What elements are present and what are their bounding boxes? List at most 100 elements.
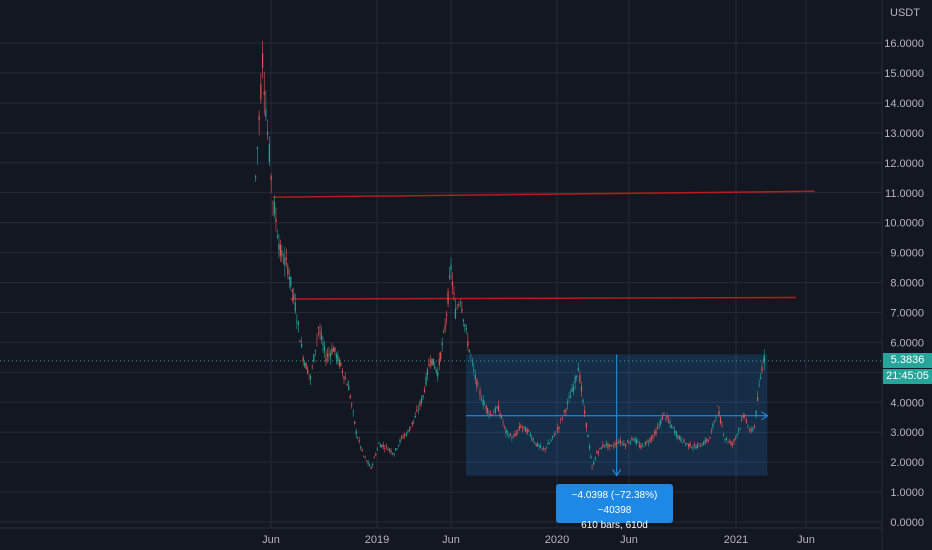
candle-body — [443, 331, 445, 333]
candle-body — [759, 377, 762, 379]
x-tick-label: Jun — [620, 534, 638, 546]
candle-body — [307, 368, 309, 374]
y-tick-label: 6.0000 — [890, 337, 924, 349]
candle-body — [537, 443, 539, 447]
current-price-label: 5.3836 — [883, 352, 932, 368]
candle-body — [547, 442, 549, 445]
unit-label[interactable]: USDT — [890, 7, 920, 19]
candle-body — [266, 131, 269, 135]
candle-body — [470, 355, 472, 356]
candle-body — [690, 447, 693, 448]
candle-body — [310, 376, 312, 379]
candle-body — [488, 413, 490, 415]
candle-body — [363, 455, 365, 457]
candle-body — [677, 435, 679, 438]
y-tick-label: 4.0000 — [890, 397, 924, 409]
candle-body — [331, 348, 333, 354]
candle-body — [335, 354, 337, 359]
candle-body — [704, 439, 706, 444]
x-tick-label: 2021 — [724, 534, 748, 546]
candle-body — [270, 175, 272, 181]
candle-body — [287, 266, 289, 275]
candle-body — [385, 445, 387, 447]
candle-body — [716, 405, 719, 407]
candle-body — [365, 460, 368, 462]
candle-body — [476, 379, 478, 388]
candle-body — [710, 430, 713, 432]
candle-body — [514, 433, 516, 436]
candle-body — [395, 448, 397, 451]
candle-body — [464, 324, 466, 327]
candle-body — [566, 401, 569, 405]
candle-body — [701, 445, 703, 447]
candle-body — [296, 320, 298, 323]
candle-body — [755, 410, 757, 416]
candle-body — [375, 453, 377, 456]
candle-body — [468, 349, 470, 353]
candle-body — [602, 444, 604, 448]
candle-body — [387, 449, 389, 451]
candle-body — [594, 457, 596, 460]
candle-body — [422, 395, 424, 398]
candle-body — [354, 421, 356, 424]
candle-body — [505, 429, 507, 434]
candle-body — [444, 325, 446, 330]
candle-body — [500, 415, 503, 419]
candle-body — [534, 443, 536, 444]
candle-body — [733, 439, 735, 442]
candle-body — [655, 430, 657, 435]
candle-body — [672, 426, 674, 428]
candle-body — [696, 444, 699, 448]
candle-body — [275, 218, 277, 223]
candle-body — [420, 398, 423, 403]
candle-body — [556, 427, 558, 430]
candle-body — [553, 433, 555, 435]
candle-body — [279, 245, 282, 256]
candle-body — [341, 370, 344, 373]
candle-body — [474, 375, 476, 380]
candle-body — [499, 413, 501, 416]
candle-body — [641, 444, 644, 446]
candle-body — [352, 411, 354, 412]
candle-body — [272, 201, 274, 203]
candle-body — [396, 448, 398, 450]
candle-body — [285, 258, 287, 260]
candle-body — [399, 439, 401, 443]
candle-body — [355, 431, 357, 435]
candle-body — [426, 368, 429, 376]
measure-bars-text: 610 bars, 610d — [581, 520, 648, 531]
candle-body — [680, 437, 682, 442]
candle-body — [372, 463, 374, 465]
candle-body — [758, 385, 760, 386]
candle-body — [745, 419, 747, 423]
candle-body — [748, 429, 751, 431]
candle-body — [609, 444, 611, 447]
candle-body — [643, 446, 645, 448]
candle-body — [323, 346, 326, 351]
candle-body — [637, 442, 639, 443]
y-tick-label: 7.0000 — [890, 307, 924, 319]
candle-body — [577, 367, 579, 371]
candle-body — [587, 434, 589, 438]
candle-body — [635, 439, 638, 444]
candle-body — [459, 302, 462, 303]
candle-body — [429, 361, 432, 363]
y-tick-label: 11.0000 — [885, 188, 924, 200]
candle-body — [520, 425, 522, 428]
candle-body — [255, 176, 257, 179]
candle-body — [388, 449, 391, 451]
candle-body — [709, 437, 711, 439]
candle-body — [681, 442, 684, 443]
candle-body — [753, 426, 756, 428]
candle-body — [506, 431, 509, 433]
candle-body — [541, 448, 543, 449]
candle-body — [585, 422, 587, 428]
candle-body — [334, 347, 336, 352]
measure-stats-box[interactable]: −4.0398 (−72.38%) −40398 610 bars, 610d — [556, 484, 673, 531]
candle-body — [576, 375, 578, 378]
candle-body — [497, 405, 500, 412]
x-tick-label: 2019 — [365, 534, 389, 546]
candle-body — [348, 385, 350, 391]
